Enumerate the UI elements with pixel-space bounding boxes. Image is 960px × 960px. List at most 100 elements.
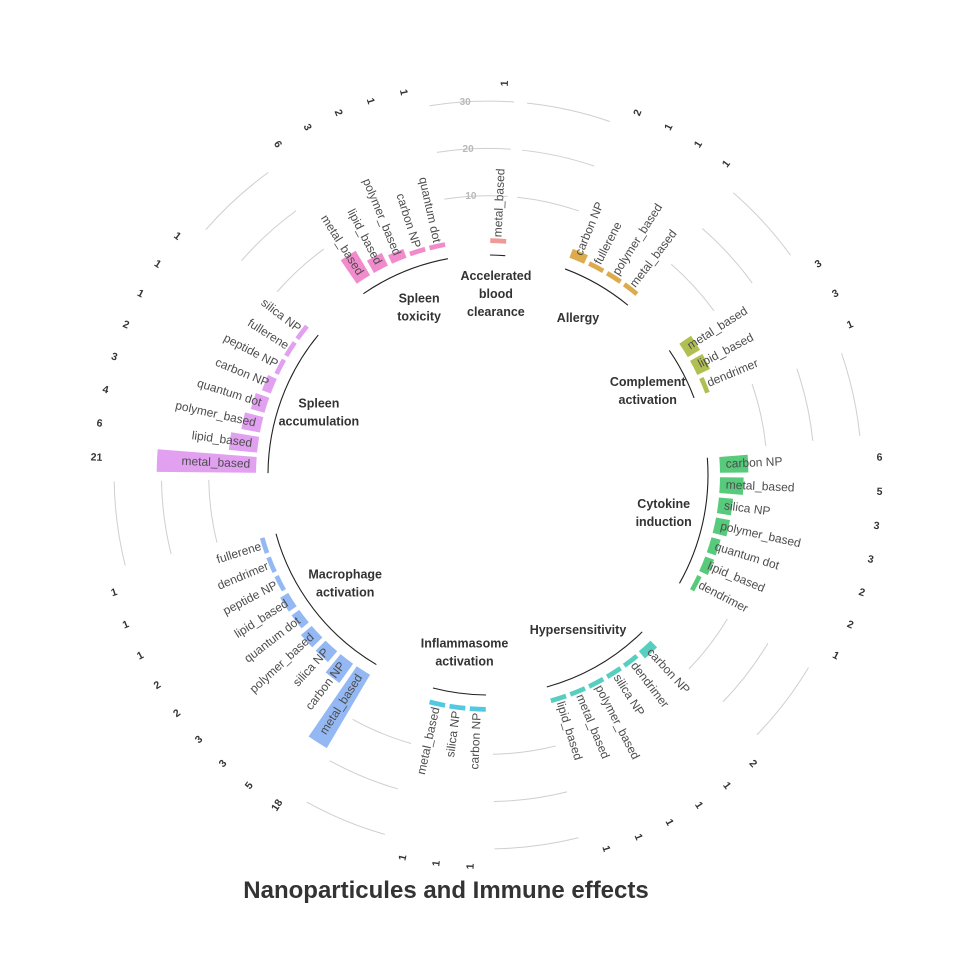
bar-value-label: 1 — [135, 287, 146, 300]
bar — [340, 250, 371, 284]
group-baseline — [546, 631, 643, 688]
bar — [291, 609, 309, 629]
ring-arc — [688, 618, 728, 670]
bar — [449, 703, 466, 711]
bar — [325, 654, 354, 683]
bar-value-label: 3 — [301, 122, 314, 133]
bar — [605, 271, 622, 284]
bar — [569, 248, 588, 264]
bar — [315, 640, 338, 663]
bar-value-label: 2 — [747, 758, 760, 771]
bar-value-label: 3 — [813, 258, 825, 271]
bar — [719, 454, 749, 473]
group-labels: Accelerated blood clearance Allergy Compleme… — [267, 254, 709, 696]
bar-value-label: 1 — [830, 649, 841, 662]
bar-value-label: 5 — [243, 780, 256, 792]
ring-arc — [160, 480, 172, 555]
group-label: Macrophage activation — [308, 568, 382, 600]
bar-value-label: 2 — [171, 707, 183, 720]
group-baseline — [267, 334, 319, 474]
bar — [241, 412, 264, 433]
bar — [699, 556, 715, 575]
bar-value-label: 1 — [692, 800, 705, 812]
group-label: Inflammasome activation — [421, 637, 509, 669]
radial-tick-label: 10 — [465, 191, 477, 202]
ring-arc — [796, 368, 814, 441]
bar-value-label: 3 — [110, 350, 119, 363]
ring-arc — [113, 481, 126, 566]
bar — [295, 324, 309, 341]
group-label: Cytokine induction — [636, 497, 692, 529]
ring-arc — [670, 263, 715, 312]
ring-arc — [722, 642, 769, 703]
bar — [388, 248, 407, 264]
group-baseline — [679, 457, 709, 584]
bar-value-label: 1 — [499, 80, 511, 87]
bar — [284, 341, 297, 358]
bar — [550, 693, 567, 704]
ring-arc — [527, 102, 610, 122]
bar-value-label: 1 — [632, 832, 645, 842]
ring-arc — [352, 718, 412, 744]
ring-arc — [841, 353, 861, 436]
ring-arc — [205, 172, 269, 231]
bar-value-label: 1 — [662, 122, 675, 133]
bar-category-label: silica NP — [443, 710, 463, 758]
group-baseline — [489, 254, 506, 257]
group-baseline — [564, 268, 629, 306]
ring-arc — [436, 147, 511, 153]
bar — [266, 556, 277, 573]
bar-value-label: 2 — [631, 108, 644, 118]
bar-value-label: 1 — [465, 863, 477, 870]
group-baseline — [363, 258, 449, 295]
ring-arc — [751, 383, 767, 446]
bar — [250, 393, 270, 413]
bar — [366, 252, 388, 273]
bar — [261, 375, 277, 394]
bar-category-label: lipid_based — [191, 428, 253, 450]
bar-category-label: metal_based — [414, 706, 443, 776]
bar-value-label: 1 — [430, 860, 443, 868]
bar — [588, 677, 605, 689]
bar-value-label: 2 — [332, 108, 345, 118]
bar — [409, 246, 426, 257]
bar-value-label: 21 — [90, 451, 102, 464]
bar-category-label: metal_based — [491, 168, 508, 237]
bar-value-label: 6 — [876, 452, 883, 464]
bar-value-label: 4 — [101, 383, 109, 396]
bar-value-label: 2 — [857, 586, 866, 599]
group-label: Allergy — [557, 311, 599, 325]
ring-arc — [756, 667, 809, 736]
bar — [699, 377, 710, 394]
ring-arc — [517, 196, 580, 212]
bar-value-label: 1 — [171, 230, 183, 243]
bar — [280, 592, 297, 612]
bar — [228, 432, 260, 453]
group-label: Accelerated blood clearance — [460, 269, 531, 319]
bar-value-label: 1 — [692, 139, 705, 151]
bar-category-label: carbon NP — [467, 712, 483, 769]
bar — [308, 666, 371, 749]
bar-category-label: metal_based — [726, 478, 795, 495]
bar-value-label: 1 — [121, 618, 131, 631]
reference-rings — [113, 100, 861, 850]
ring-arc — [208, 479, 218, 543]
group-baseline — [432, 687, 487, 696]
bar-value-label: 1 — [720, 780, 733, 792]
bar-value-label: 3 — [830, 287, 841, 300]
radial-tick-label: 30 — [460, 97, 472, 108]
bar — [588, 261, 605, 273]
bar — [428, 699, 446, 708]
bar — [156, 449, 257, 473]
bar-value-label: 1 — [397, 88, 410, 96]
bar — [622, 282, 639, 296]
bar — [300, 625, 323, 648]
ring-arc — [494, 837, 579, 850]
group-baseline — [668, 350, 695, 399]
bar — [428, 242, 446, 251]
group-label: Complement activation — [610, 375, 687, 407]
group-baseline — [275, 533, 377, 666]
ring-arc — [241, 210, 297, 262]
bar-value-label: 3 — [193, 733, 206, 746]
